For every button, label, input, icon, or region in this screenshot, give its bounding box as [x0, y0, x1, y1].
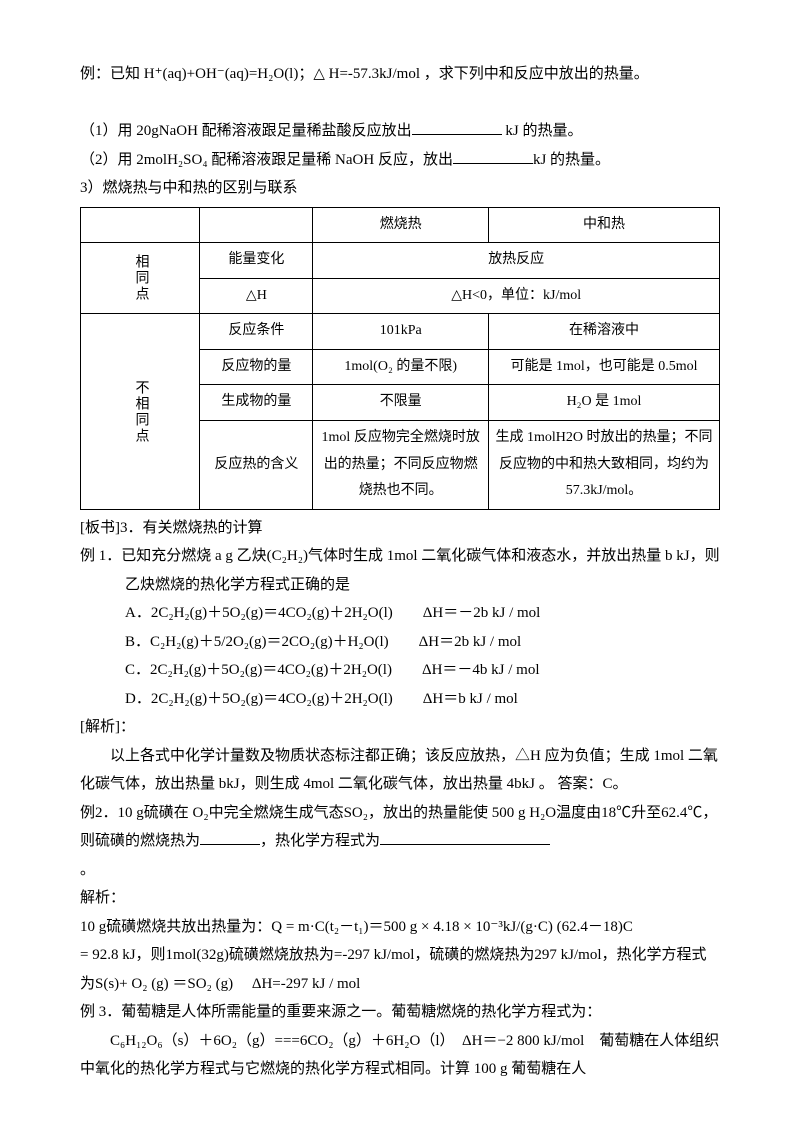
ex2-blank-2[interactable] — [380, 829, 550, 845]
cell-value: 生成 1molH2O 时放出的热量；不同反应物的中和热大致相同，均约为 57.3… — [489, 421, 720, 510]
q2-text-a: （2）用 2molH₂SO₄ 配稀溶液跟足量稀 NaOH 反应，放出 — [80, 152, 453, 168]
analysis-heading-2: 解析： — [80, 884, 720, 913]
table-row: 相同点 能量变化 放热反应 — [81, 243, 720, 279]
q2-blank[interactable] — [453, 148, 533, 164]
cell-label: 反应条件 — [200, 314, 313, 350]
cell-label: 反应热的含义 — [200, 421, 313, 510]
q2-text-b: kJ 的热量。 — [533, 152, 610, 168]
ex2-line2: = 92.8 kJ，则1mol(32g)硫磺燃烧放热为=-297 kJ/mol，… — [80, 941, 720, 998]
option-c: C．2C₂H₂(g)＋5O₂(g)＝4CO₂(g)＋2H₂O(l) ΔH＝－4b… — [80, 656, 720, 685]
cell-label: △H — [200, 278, 313, 314]
ex2-line1: 10 g硫磺燃烧共放出热量为：Q = m·C(t₂－t₁)＝500 g × 4.… — [80, 913, 720, 942]
option-d: D．2C₂H₂(g)＋5O₂(g)＝4CO₂(g)＋2H₂O(l) ΔH＝b k… — [80, 685, 720, 714]
comparison-table: 燃烧热 中和热 相同点 能量变化 放热反应 △H △H<0，单位：kJ/mol … — [80, 207, 720, 510]
cell-value: 可能是 1mol，也可能是 0.5mol — [489, 349, 720, 385]
example-3-title: 例 3．葡萄糖是人体所需能量的重要来源之一。葡萄糖燃烧的热化学方程式为： — [80, 998, 720, 1027]
cell-label: 生成物的量 — [200, 385, 313, 421]
cell-label: 反应物的量 — [200, 349, 313, 385]
ex2-text-b: ，热化学方程式为 — [260, 833, 380, 849]
option-a: A．2C₂H₂(g)＋5O₂(g)＝4CO₂(g)＋2H₂O(l) ΔH＝－2b… — [80, 599, 720, 628]
board-note: [板书]3．有关燃烧热的计算 — [80, 514, 720, 543]
example-1-title: 例 1．已知充分燃烧 a g 乙炔(C₂H₂)气体时生成 1mol 二氧化碳气体… — [125, 542, 720, 599]
cell-value: 1mol(O₂ 的量不限) — [313, 349, 489, 385]
table-row: 燃烧热 中和热 — [81, 207, 720, 243]
option-b: B．C₂H₂(g)＋5/2O₂(g)＝2CO₂(g)＋H₂O(l) ΔH＝2b … — [80, 628, 720, 657]
cell-value: 1mol 反应物完全燃烧时放出的热量；不同反应物燃烧热也不同。 — [313, 421, 489, 510]
section-3-title: 3）燃烧热与中和热的区别与联系 — [80, 174, 720, 203]
cell-value: 101kPa — [313, 314, 489, 350]
col-neutralization: 中和热 — [489, 207, 720, 243]
q1-text-a: （1）用 20gNaOH 配稀溶液跟足量稀盐酸反应放出 — [80, 123, 412, 139]
row-group-diff: 不相同点 — [81, 314, 200, 510]
cell-value: 在稀溶液中 — [489, 314, 720, 350]
cell-label: 能量变化 — [200, 243, 313, 279]
cell-value: 不限量 — [313, 385, 489, 421]
col-combustion: 燃烧热 — [313, 207, 489, 243]
table-row: 不相同点 反应条件 101kPa 在稀溶液中 — [81, 314, 720, 350]
analysis-heading: [解析]： — [80, 713, 720, 742]
q1-text-b: kJ 的热量。 — [502, 123, 583, 139]
question-1: （1）用 20gNaOH 配稀溶液跟足量稀盐酸反应放出 kJ 的热量。 — [80, 117, 720, 146]
ex3-equation: C₆H₁₂O₆（s）＋6O₂（g）===6CO₂（g）＋6H₂O（l） ΔH＝−… — [80, 1027, 720, 1084]
row-group-same: 相同点 — [81, 243, 200, 314]
cell-value: △H<0，单位：kJ/mol — [313, 278, 720, 314]
cell-value: 放热反应 — [313, 243, 720, 279]
ex2-period: 。 — [80, 856, 720, 885]
question-2: （2）用 2molH₂SO₄ 配稀溶液跟足量稀 NaOH 反应，放出 kJ 的热量… — [80, 146, 720, 175]
analysis-text: 以上各式中化学计量数及物质状态标注都正确；该反应放热，△H 应为负值；生成 1m… — [80, 742, 720, 799]
cell-value: H₂O 是 1mol — [489, 385, 720, 421]
example-2-title: 例2．10 g硫磺在 O₂中完全燃烧生成气态SO₂，放出的热量能使 500 g … — [80, 799, 720, 856]
ex2-blank-1[interactable] — [200, 829, 260, 845]
q1-blank[interactable] — [412, 119, 502, 135]
example-intro: 例：已知 H⁺(aq)+OH⁻(aq)=H₂O(l)；△ H=-57.3kJ/m… — [80, 60, 720, 89]
